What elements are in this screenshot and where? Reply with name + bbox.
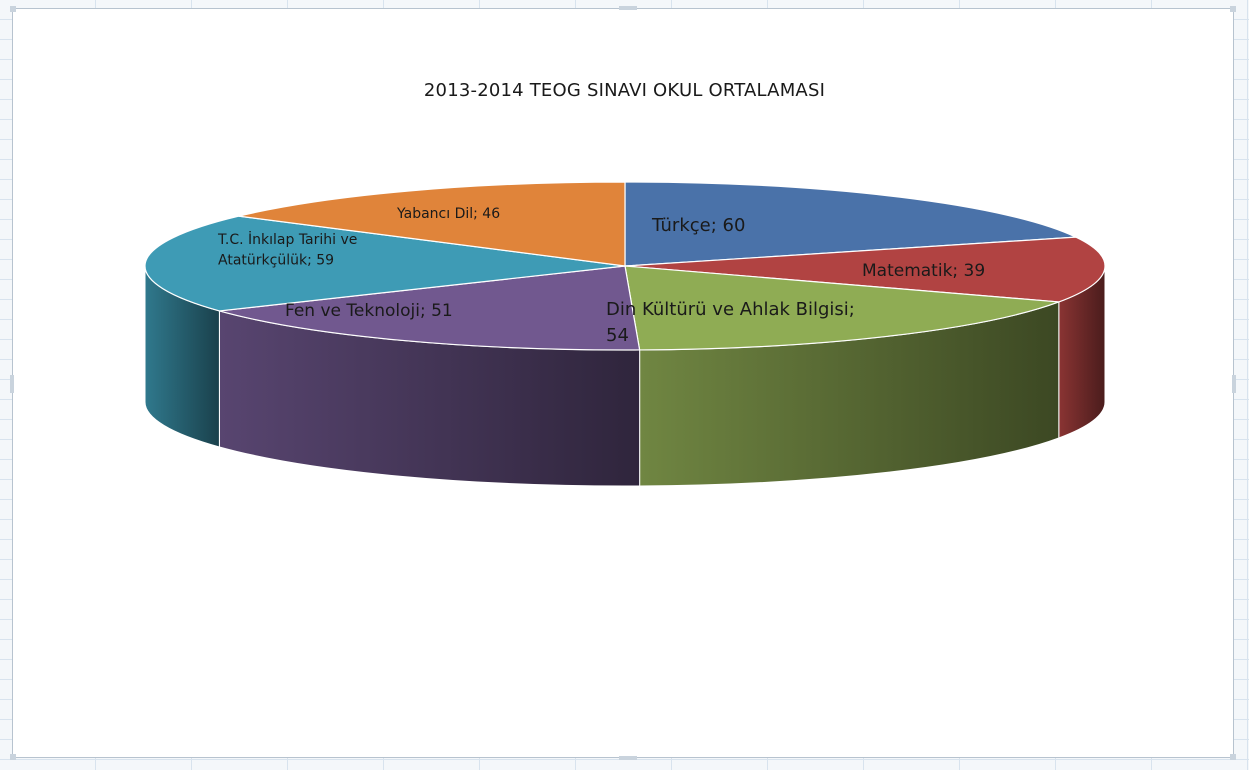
pie-slice-yabanci-dil[interactable] <box>238 181 626 267</box>
pie-slice-matematik[interactable] <box>624 236 1106 303</box>
resize-handle-right[interactable] <box>1232 375 1236 393</box>
data-label-yabanci-dil: Yabancı Dil; 46 <box>396 206 500 222</box>
resize-handle-bottom[interactable] <box>619 756 637 760</box>
pie-slice-turkce[interactable] <box>624 181 1079 267</box>
pie-slice-fen-ve-teknoloji[interactable] <box>219 265 641 351</box>
pie-slice-din-kulturu-ve-ahlak-bilgisi[interactable] <box>624 265 1060 351</box>
data-label-t-c-inkilap-tarihi-ve-ataturkculuk: T.C. İnkılap Tarihi ve Atatürkçülük; 59 <box>217 230 357 268</box>
pie-top-faces <box>144 181 1106 351</box>
resize-handle-bottom-left[interactable] <box>10 754 16 760</box>
resize-handle-top-right[interactable] <box>1230 6 1236 12</box>
resize-handle-bottom-right[interactable] <box>1230 754 1236 760</box>
pie-slice-t-c-inkilap-tarihi-ve-ataturkculuk[interactable] <box>144 215 626 312</box>
data-label-din-kulturu-ve-ahlak-bilgisi: Din Kültürü ve Ahlak Bilgisi; 54 <box>606 299 855 346</box>
pie-data-labels: Türkçe; 60 Matematik; 39 Din Kültürü ve Ah… <box>217 206 985 346</box>
data-label-matematik: Matematik; 39 <box>862 261 985 281</box>
resize-handle-top[interactable] <box>619 6 637 10</box>
chart-title: 2013-2014 TEOG SINAVI OKUL ORTALAMASI <box>423 80 826 101</box>
pie-side-walls <box>144 265 1106 487</box>
data-label-fen-ve-teknoloji: Fen ve Teknoloji; 51 <box>285 301 453 321</box>
resize-handle-top-left[interactable] <box>10 6 16 12</box>
resize-handle-left[interactable] <box>10 375 14 393</box>
data-label-turkce: Türkçe; 60 <box>651 215 745 236</box>
